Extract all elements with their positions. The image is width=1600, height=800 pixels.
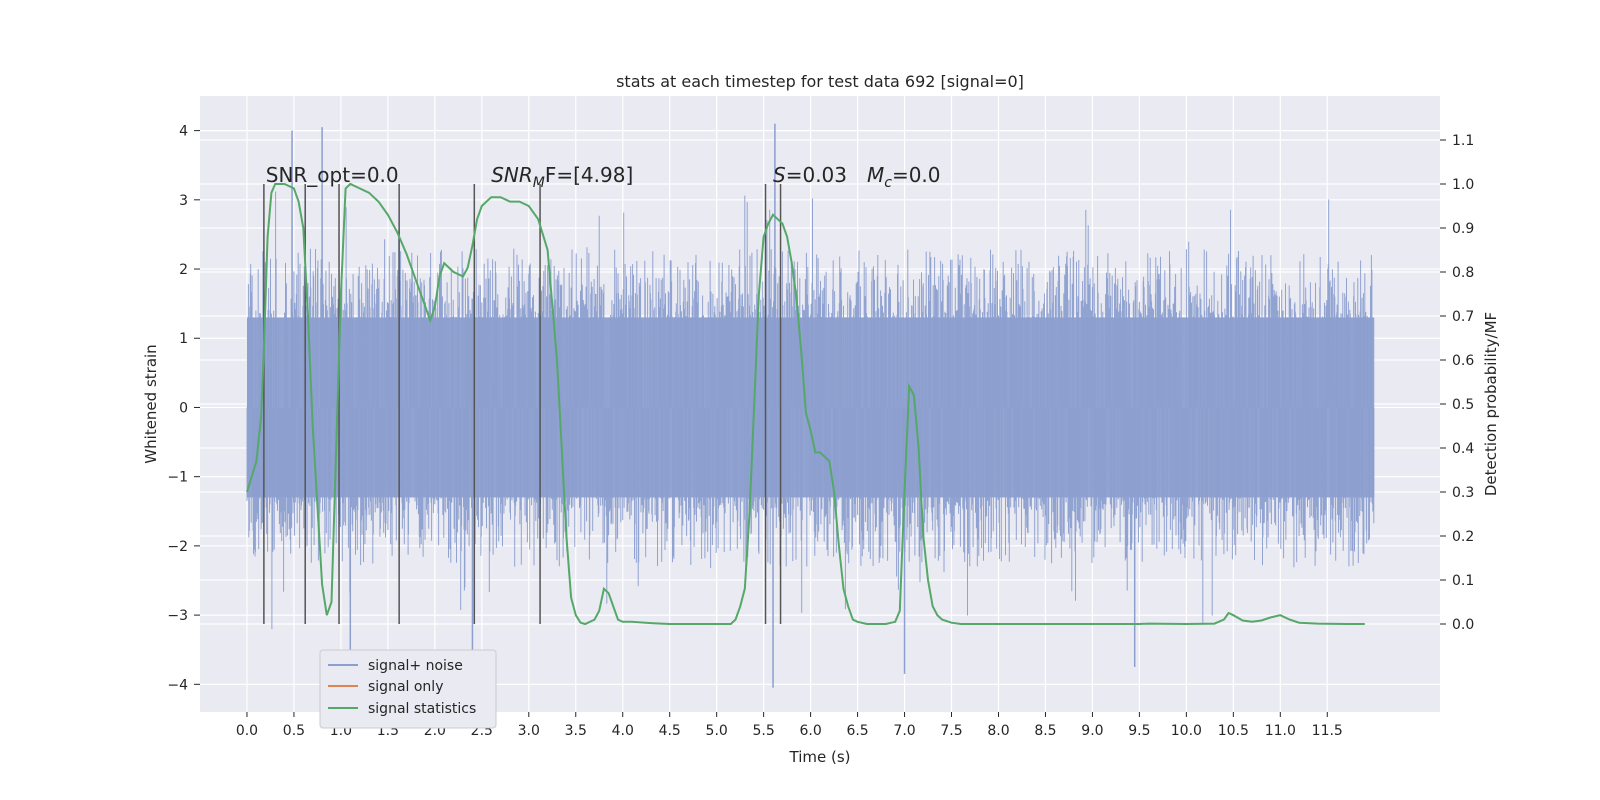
annotation-mc-rest: =0.0 [892,163,941,187]
x-tick-label: 11.5 [1312,723,1343,739]
y-left-tick-label: 4 [179,124,188,140]
y-left-tick-label: 2 [179,262,188,278]
legend-box [319,649,497,729]
x-tick-label: 0.0 [236,723,258,739]
x-tick-label: 11.0 [1265,723,1296,739]
y-axis-left-label: Whitened strain [142,344,160,463]
x-tick-label: 7.0 [893,723,915,739]
x-tick-label: 4.0 [612,723,634,739]
y-right-tick-label: 1.1 [1452,133,1474,149]
annotation-s: S=0.03 [773,163,847,187]
annotation-s-italic: S [773,163,786,187]
x-tick-label: 9.5 [1128,723,1150,739]
annotation-snr-mf-rest: F=[4.98] [545,163,633,187]
y-right-tick-label: 0.8 [1452,265,1474,281]
y-left-tick-label: −4 [167,677,188,693]
legend-label-signal-only: signal only [368,679,443,695]
x-axis-label: Time (s) [789,748,851,766]
x-tick-label: 10.5 [1218,723,1249,739]
x-tick-label: 4.5 [659,723,681,739]
y-right-tick-label: 0.9 [1452,221,1474,237]
y-left-tick-label: −3 [167,608,188,624]
x-tick-label: 3.5 [565,723,587,739]
annotation-mc: Mc=0.0 [867,163,941,191]
y-axis-left-ticks: −4 −3 −2 −1 0 1 2 3 4 [167,124,200,693]
annotations: SNR_opt=0.0 SNRMF=[4.98] S=0.03 Mc=0.0 [266,163,941,191]
annotation-snr-mf: SNRMF=[4.98] [491,163,633,191]
signal-noise-series [246,123,1375,688]
y-right-tick-label: 0.2 [1452,529,1474,545]
y-right-tick-label: 0.0 [1452,617,1474,633]
x-tick-label: 0.5 [283,723,305,739]
chart-title: stats at each timestep for test data 692… [616,72,1024,91]
annotation-mc-sub: c [884,175,892,191]
y-right-tick-label: 0.5 [1452,397,1474,413]
x-tick-label: 7.5 [940,723,962,739]
x-tick-label: 5.0 [706,723,728,739]
noise-trace [246,191,1375,630]
y-left-tick-label: 0 [179,400,188,416]
y-right-tick-label: 0.3 [1452,485,1474,501]
x-tick-label: 3.0 [518,723,540,739]
x-tick-label: 6.0 [799,723,821,739]
y-axis-right-ticks: 0.0 0.1 0.2 0.3 0.4 0.5 0.6 0.7 0.8 0.9 1.0 1.1 [1440,133,1474,633]
y-left-tick-label: −2 [167,539,188,555]
legend: signal+ noise signal only signal statist… [319,649,497,729]
y-right-tick-label: 0.7 [1452,309,1474,325]
x-tick-label: 8.0 [987,723,1009,739]
y-left-tick-label: 1 [179,331,188,347]
y-left-tick-label: −1 [167,470,188,486]
x-tick-label: 6.5 [846,723,868,739]
x-tick-label: 9.0 [1081,723,1103,739]
y-right-tick-label: 1.0 [1452,177,1474,193]
annotation-s-rest: =0.03 [786,163,847,187]
legend-label-signal-statistics: signal statistics [368,701,476,717]
y-right-tick-label: 0.4 [1452,441,1474,457]
x-tick-label: 10.0 [1171,723,1202,739]
y-left-tick-label: 3 [179,193,188,209]
annotation-mc-italic: M [867,163,884,187]
x-tick-label: 5.5 [753,723,775,739]
annotation-snr-mf-sub: M [533,175,545,191]
annotation-snr-opt: SNR_opt=0.0 [266,163,399,187]
x-tick-label: 8.5 [1034,723,1056,739]
annotation-snr-mf-main: SNR [491,163,533,187]
legend-label-signal-noise: signal+ noise [368,658,463,674]
signal-statistics-line [246,182,1365,626]
y-axis-right-label: Detection probability/MF [1482,312,1500,496]
y-right-tick-label: 0.6 [1452,353,1474,369]
y-right-tick-label: 0.1 [1452,573,1474,589]
